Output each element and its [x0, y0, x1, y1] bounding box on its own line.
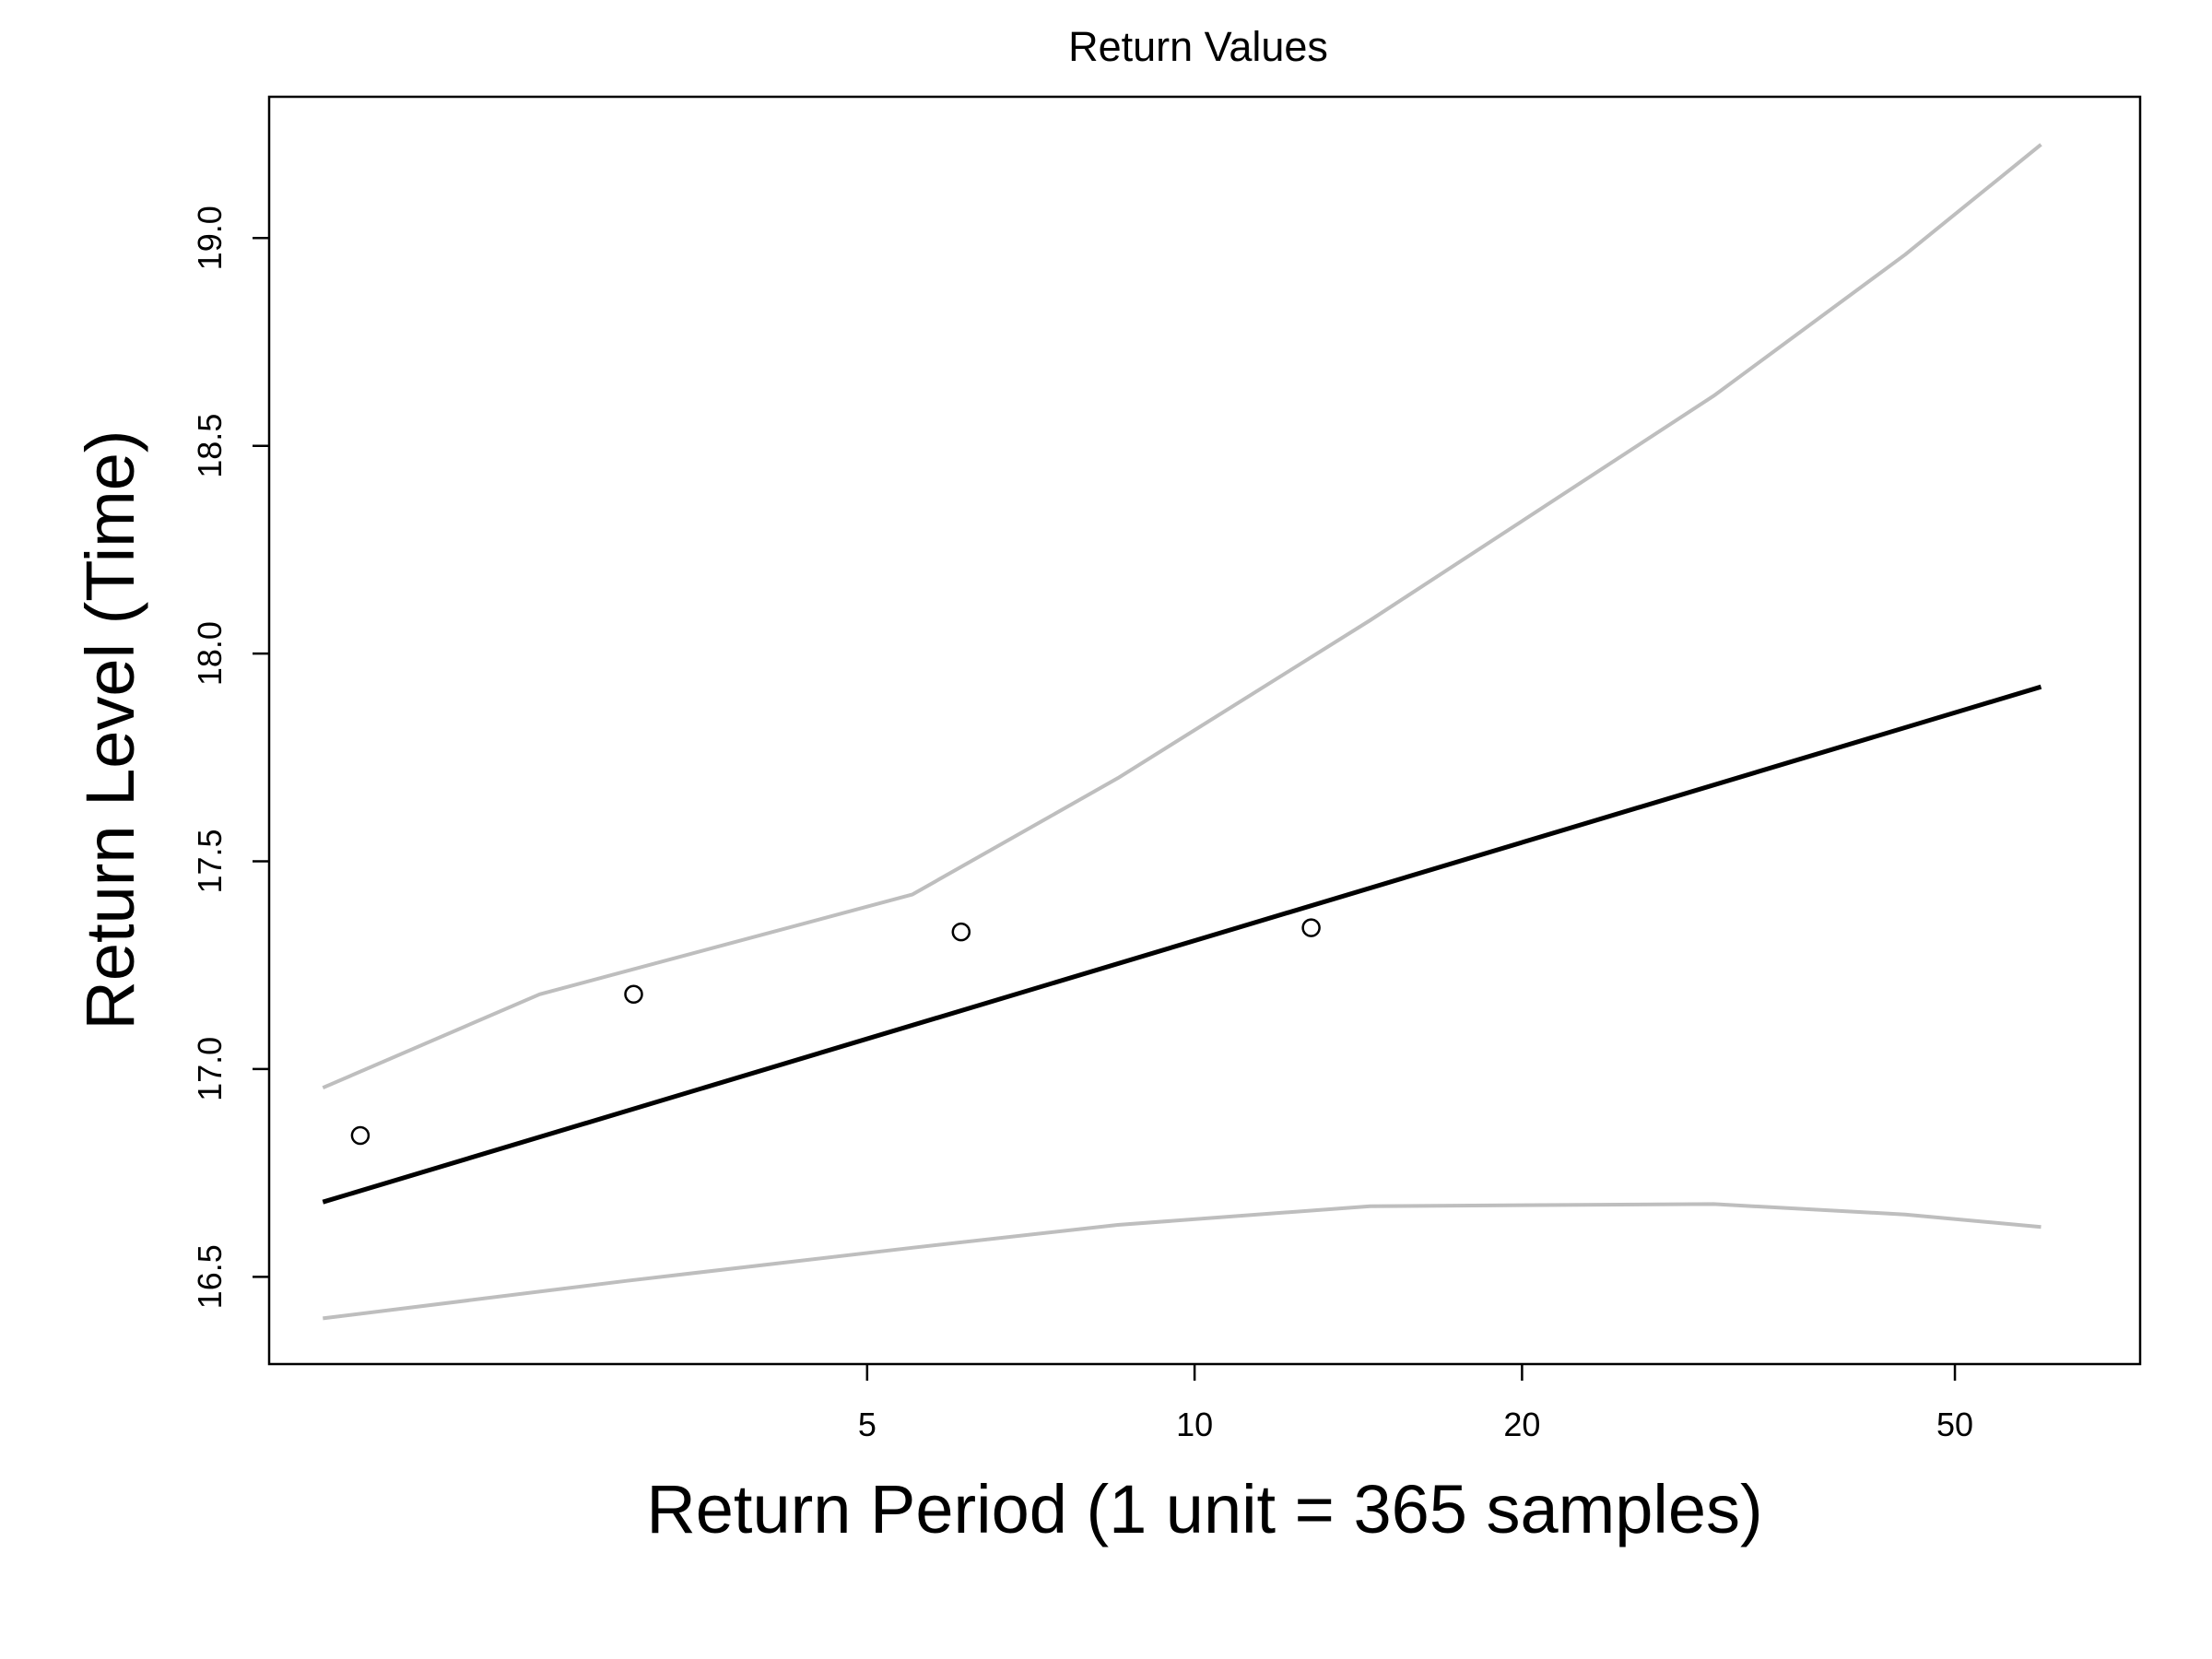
observed-point — [1301, 918, 1321, 937]
x-tick-label: 50 — [1936, 1406, 1973, 1443]
fitted-return-level-line — [322, 684, 2042, 1205]
x-axis: 5 10 20 50 — [858, 1364, 1973, 1443]
observed-point — [350, 1125, 371, 1146]
x-tick-label: 10 — [1176, 1406, 1213, 1443]
observed-point — [951, 922, 971, 942]
fit-line — [322, 684, 2042, 1205]
y-tick-label: 19.0 — [191, 206, 229, 270]
chart-title: Return Values — [1068, 23, 1328, 70]
x-axis-label: Return Period (1 unit = 365 samples) — [646, 1471, 1762, 1547]
ci-upper-line — [322, 143, 2042, 1090]
confidence-bands — [322, 143, 2042, 1321]
y-tick-label: 18.5 — [191, 414, 229, 478]
y-axis-label: Return Level (Time) — [72, 429, 148, 1030]
observed-points — [350, 918, 1321, 1146]
x-tick-label: 20 — [1503, 1406, 1540, 1443]
y-tick-label: 17.5 — [191, 829, 229, 893]
y-tick-label: 17.0 — [191, 1037, 229, 1101]
ci-lower-line — [323, 1202, 2041, 1321]
observed-point — [624, 984, 643, 1005]
plot-frame — [267, 95, 2142, 1366]
y-tick-label: 16.5 — [191, 1244, 229, 1309]
y-tick-label: 18.0 — [191, 621, 229, 686]
y-axis: 16.5 17.0 17.5 18.0 18.5 19.0 — [191, 206, 269, 1309]
x-tick-label: 5 — [858, 1406, 877, 1443]
